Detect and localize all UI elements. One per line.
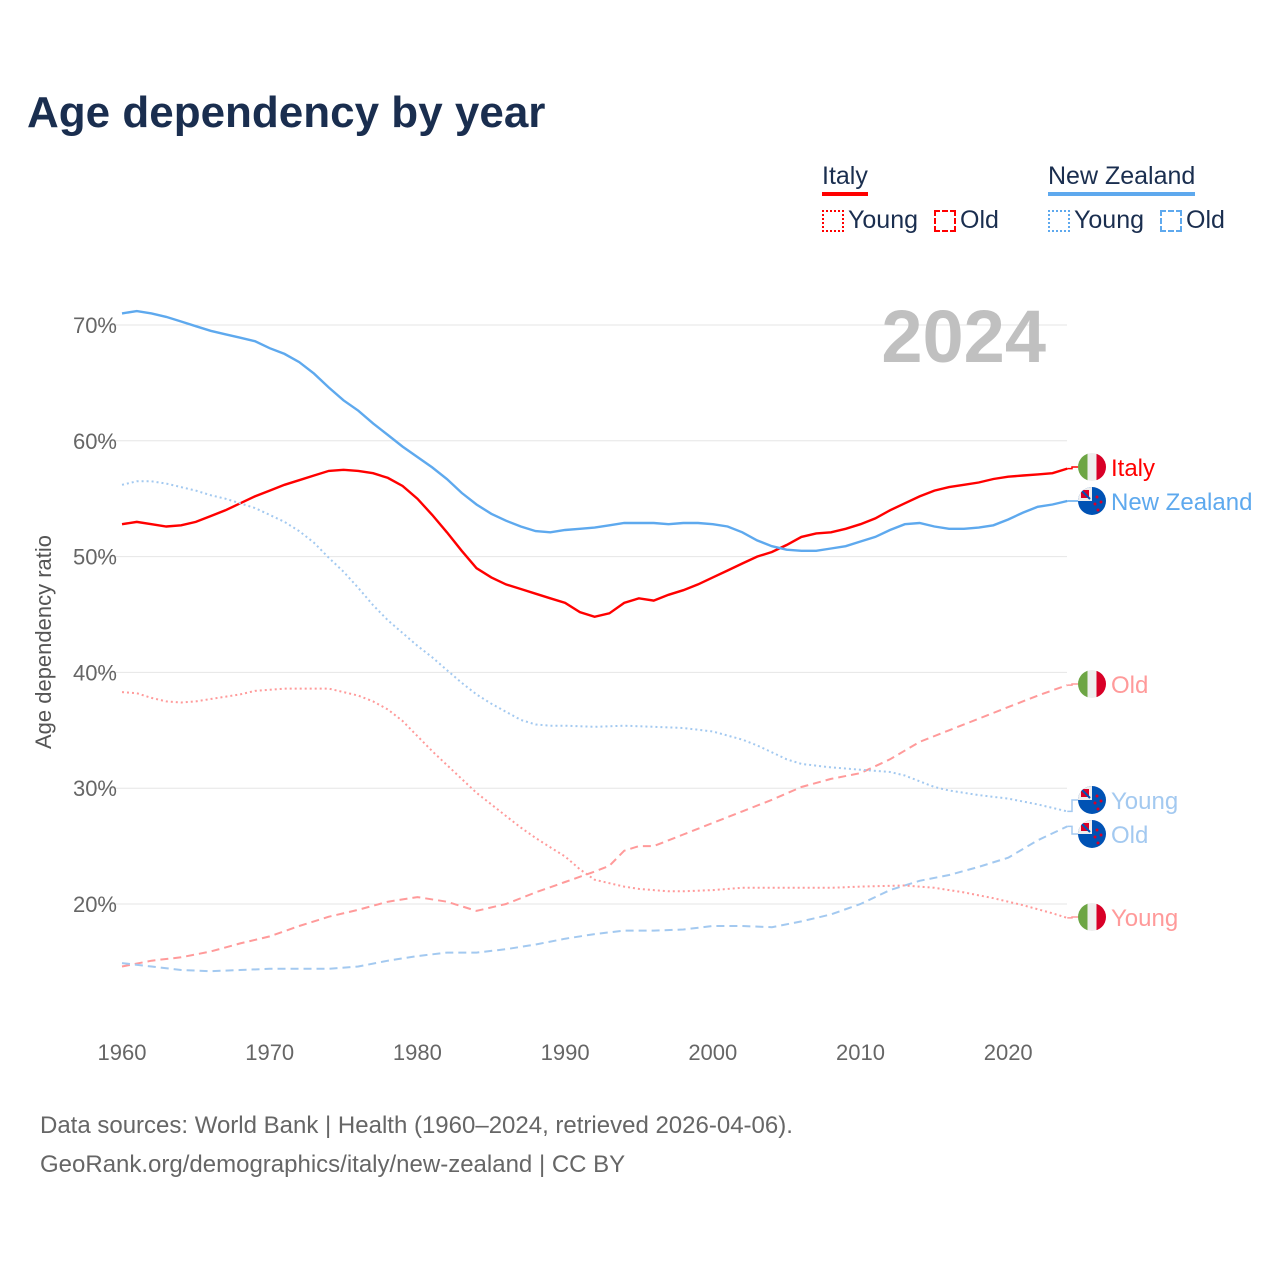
italy-flag-icon bbox=[1078, 903, 1107, 931]
legend-italy-title: Italy bbox=[822, 162, 868, 196]
dotted-swatch-icon bbox=[1048, 209, 1070, 232]
x-tick-label: 2020 bbox=[984, 1040, 1033, 1065]
new-zealand-flag-icon bbox=[1078, 487, 1106, 515]
dashed-swatch-icon bbox=[1160, 209, 1182, 232]
x-tick-label: 2000 bbox=[688, 1040, 737, 1065]
dashed-swatch-icon bbox=[934, 209, 956, 232]
legend-new-zealand-title: New Zealand bbox=[1048, 162, 1196, 196]
series-end-label: Old bbox=[1111, 672, 1148, 699]
x-tick-label: 1970 bbox=[245, 1040, 294, 1065]
series-end-label: Young bbox=[1111, 788, 1178, 815]
legend-nz-old: Old bbox=[1160, 206, 1225, 235]
series-line-italy bbox=[121, 467, 1068, 619]
legend-label: Young bbox=[1074, 206, 1144, 234]
series-line-new-zealand bbox=[121, 309, 1068, 552]
series-end-label: Old bbox=[1111, 822, 1148, 849]
y-axis-label: Age dependency ratio bbox=[31, 535, 56, 749]
label-connector bbox=[1067, 916, 1078, 919]
label-connector bbox=[1067, 825, 1078, 835]
legend-italy: Italy Young Old bbox=[822, 162, 999, 235]
series-end-label: New Zealand bbox=[1111, 489, 1252, 516]
legend-italy-old: Old bbox=[934, 206, 999, 235]
y-tick-label: 20% bbox=[73, 892, 117, 917]
label-connector bbox=[1067, 799, 1078, 813]
y-tick-label: 60% bbox=[73, 429, 117, 454]
x-tick-label: 1960 bbox=[98, 1040, 147, 1065]
x-tick-label: 1980 bbox=[393, 1040, 442, 1065]
new-zealand-flag-icon bbox=[1078, 786, 1106, 814]
new-zealand-flag-icon bbox=[1078, 820, 1106, 848]
dotted-swatch-icon bbox=[822, 209, 844, 232]
legend-italy-young: Young bbox=[822, 206, 918, 235]
label-connector bbox=[1067, 683, 1078, 686]
legend-label: Old bbox=[960, 206, 999, 234]
current-year-label: 2024 bbox=[881, 295, 1046, 378]
legend-label: Old bbox=[1186, 206, 1225, 234]
x-tick-label: 2010 bbox=[836, 1040, 885, 1065]
legend-label: Young bbox=[848, 206, 918, 234]
source-link[interactable]: GeoRank.org/demographics/italy/new-zeala… bbox=[40, 1151, 626, 1178]
italy-flag-icon bbox=[1078, 670, 1107, 698]
data-source-note: Data sources: World Bank | Health (1960–… bbox=[40, 1112, 793, 1139]
series-line-italy-old bbox=[121, 684, 1068, 968]
y-tick-label: 40% bbox=[73, 660, 117, 685]
y-tick-label: 70% bbox=[73, 313, 117, 338]
series-line-italy-young bbox=[121, 687, 1068, 919]
footer: Data sources: World Bank | Health (1960–… bbox=[40, 1106, 793, 1184]
legend-new-zealand: New Zealand Young Old bbox=[1048, 162, 1225, 235]
italy-flag-icon bbox=[1078, 453, 1107, 481]
series-line-new-zealand-young bbox=[121, 480, 1068, 813]
y-tick-label: 30% bbox=[73, 776, 117, 801]
label-connector bbox=[1067, 466, 1078, 470]
grid bbox=[95, 324, 1067, 905]
chart-title: Age dependency by year bbox=[27, 88, 546, 137]
x-tick-label: 1990 bbox=[541, 1040, 590, 1065]
series-end-label: Italy bbox=[1111, 455, 1155, 482]
series-end-label: Young bbox=[1111, 905, 1178, 932]
legend-nz-young: Young bbox=[1048, 206, 1144, 235]
series-line-new-zealand-old bbox=[121, 825, 1068, 973]
y-tick-label: 50% bbox=[73, 545, 117, 570]
